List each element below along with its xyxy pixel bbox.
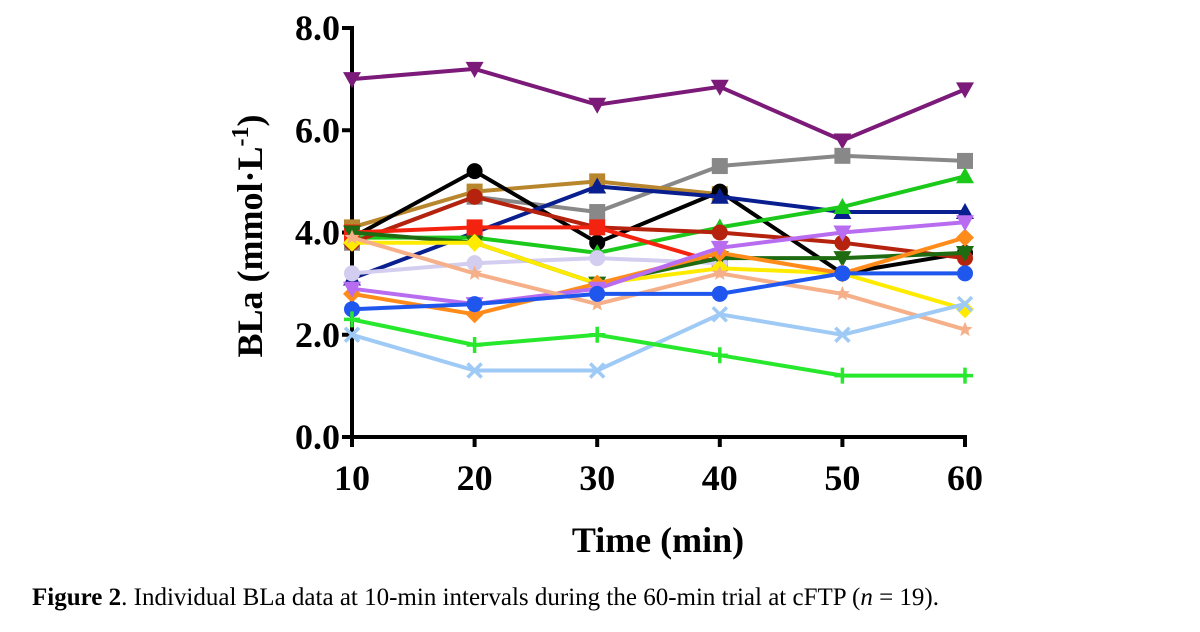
- data-point: [956, 228, 974, 247]
- data-point: [957, 367, 973, 384]
- data-point: [711, 158, 728, 175]
- data-point: [344, 229, 360, 245]
- x-axis-title: Time (min): [572, 520, 744, 560]
- data-point: [833, 251, 852, 268]
- data-point: [711, 347, 728, 364]
- data-point: [343, 326, 361, 343]
- y-tick-label: 8.0: [295, 8, 340, 48]
- data-point: [588, 97, 607, 114]
- series-line: [351, 317, 965, 378]
- series-line: [351, 225, 721, 266]
- data-point: [588, 362, 606, 379]
- data-point: [712, 265, 728, 280]
- caption-n-value: = 19).: [872, 584, 939, 611]
- chart: 0.0 2.0 4.0 6.0 8.0 10 20 30 40 50 60 Time (min) B…: [228, 8, 983, 560]
- series-line: [351, 235, 966, 332]
- data-point: [956, 215, 974, 232]
- data-point: [589, 204, 606, 221]
- data-point: [833, 197, 852, 214]
- caption-n-symbol: n: [860, 584, 873, 611]
- y-tick-label: 0.0: [295, 417, 340, 457]
- data-point: [589, 285, 606, 302]
- x-tick-label: 20: [457, 458, 493, 498]
- series-15: [344, 265, 973, 318]
- data-point: [834, 326, 851, 343]
- data-point: [834, 367, 851, 384]
- data-point: [467, 265, 483, 280]
- data-point: [957, 152, 973, 169]
- data-point: [956, 295, 974, 313]
- data-point: [956, 82, 974, 99]
- data-point: [466, 336, 483, 353]
- series-line: [351, 179, 721, 230]
- series-layer: [343, 61, 974, 384]
- x-tick-label: 60: [947, 458, 983, 498]
- series-17: [344, 311, 973, 384]
- data-point: [589, 326, 606, 343]
- data-point: [957, 321, 973, 337]
- data-point: [589, 234, 606, 251]
- x-tick-label: 50: [824, 458, 860, 498]
- data-point: [588, 177, 607, 194]
- y-tick-label: 2.0: [295, 315, 340, 355]
- series-14: [344, 229, 973, 337]
- data-point: [466, 362, 483, 379]
- data-point: [466, 163, 483, 180]
- series-16: [343, 295, 974, 379]
- data-point: [834, 234, 851, 251]
- y-tick-label: 6.0: [295, 110, 340, 150]
- y-axis-title-close: ): [230, 114, 270, 126]
- caption-text: . Individual BLa data at 10-min interval…: [121, 584, 861, 611]
- series-line: [352, 174, 966, 255]
- data-point: [711, 285, 728, 302]
- data-point: [833, 225, 852, 242]
- data-point: [466, 296, 483, 313]
- data-point: [834, 147, 851, 164]
- data-point: [834, 285, 850, 301]
- data-point: [465, 61, 484, 78]
- series-line: [351, 256, 720, 276]
- data-point: [466, 219, 483, 236]
- data-point: [466, 255, 483, 272]
- x-tick-label: 10: [334, 458, 370, 498]
- series-line: [351, 194, 966, 261]
- data-point: [466, 188, 483, 205]
- series-line: [351, 66, 966, 143]
- data-point: [344, 265, 360, 282]
- caption-label: Figure 2: [32, 584, 122, 611]
- series-line: [352, 240, 966, 312]
- data-point: [343, 72, 361, 89]
- data-point: [589, 250, 606, 267]
- series-line: [351, 302, 966, 373]
- tick-labels: 0.0 2.0 4.0 6.0 8.0 10 20 30 40 50 60: [295, 8, 983, 498]
- data-point: [710, 240, 729, 257]
- y-tick-label: 4.0: [295, 213, 340, 253]
- data-point: [711, 224, 728, 241]
- y-axis-title-main: BLa (mmol·L: [230, 146, 270, 357]
- data-point: [956, 245, 974, 262]
- x-tick-label: 40: [702, 458, 738, 498]
- y-axis-title-superscript: -1: [228, 126, 254, 146]
- data-point: [710, 187, 729, 204]
- data-point: [344, 301, 360, 318]
- data-point: [344, 311, 360, 328]
- data-point: [956, 203, 974, 220]
- y-axis-title: BLa (mmol·L-1): [228, 114, 270, 357]
- data-point: [710, 79, 729, 96]
- data-point: [833, 133, 852, 150]
- figure-caption: Figure 2. Individual BLa data at 10-min …: [32, 584, 1182, 612]
- data-point: [834, 265, 851, 282]
- data-point: [589, 219, 606, 236]
- series-line: [351, 271, 965, 312]
- data-point: [711, 306, 729, 323]
- series-line: [351, 169, 966, 276]
- data-point: [465, 233, 484, 252]
- series-line: [351, 220, 966, 307]
- series-1: [343, 61, 974, 150]
- data-point: [957, 265, 973, 282]
- data-point: [343, 281, 361, 298]
- data-point: [589, 296, 605, 311]
- x-tick-label: 30: [579, 458, 615, 498]
- data-point: [956, 167, 974, 184]
